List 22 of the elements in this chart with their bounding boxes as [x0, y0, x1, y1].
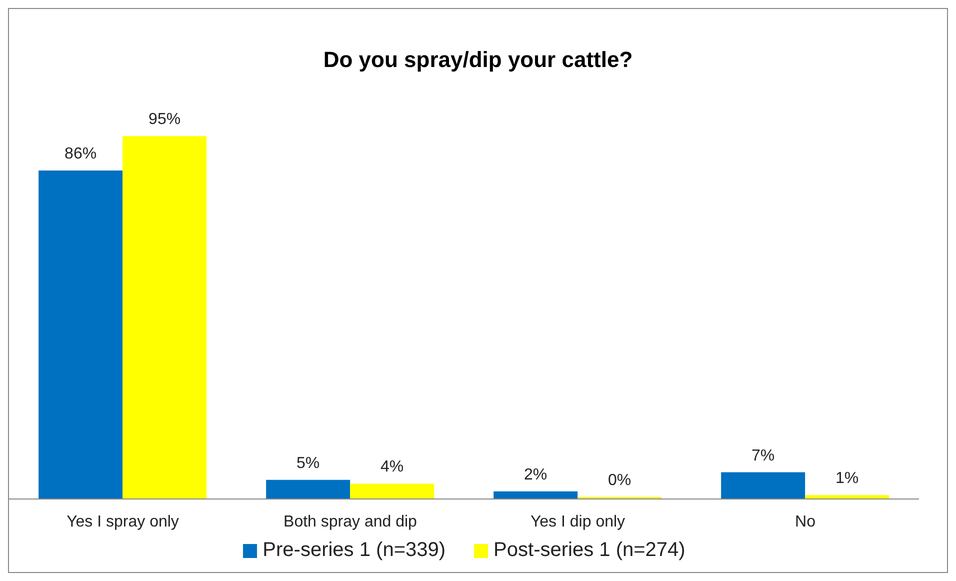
- bar: [805, 495, 890, 499]
- x-tick-label: Both spray and dip: [284, 513, 418, 530]
- bar: [122, 136, 207, 499]
- data-label: 5%: [296, 454, 320, 472]
- data-label: 2%: [524, 466, 548, 484]
- data-label: 86%: [64, 145, 97, 162]
- legend-label: Pre-series 1 (n=339): [262, 539, 446, 562]
- bar: [266, 480, 350, 499]
- bar: [721, 472, 806, 499]
- legend-label: Post-series 1 (n=274): [494, 539, 686, 562]
- data-label: 95%: [148, 111, 181, 128]
- x-tick-label: Yes I spray only: [66, 513, 179, 530]
- x-tick-label: Yes I dip only: [530, 513, 626, 530]
- bar: [38, 170, 123, 499]
- data-label: 1%: [836, 470, 859, 488]
- data-label: 0%: [608, 472, 632, 489]
- data-label: 7%: [752, 447, 775, 464]
- bar: [494, 491, 578, 499]
- x-tick-label: No: [795, 513, 816, 530]
- bar: [350, 484, 434, 499]
- chart-title: Do you spray/dip your cattle?: [322, 47, 634, 74]
- data-label: 4%: [380, 458, 404, 476]
